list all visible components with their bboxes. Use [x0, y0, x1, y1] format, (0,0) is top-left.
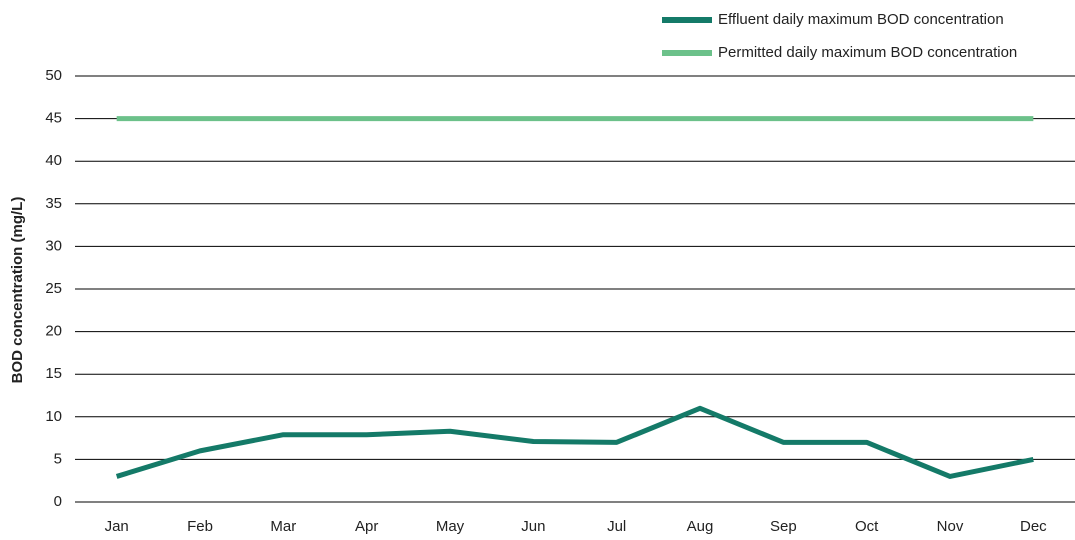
y-tick-label: 10 — [45, 408, 62, 425]
y-tick-label: 40 — [45, 152, 62, 169]
y-tick-label: 25 — [45, 280, 62, 297]
x-tick-label: Aug — [687, 518, 714, 535]
y-tick-label: 5 — [54, 450, 62, 467]
x-tick-label: Jun — [521, 518, 545, 535]
x-tick-label: Jul — [607, 518, 626, 535]
x-tick-label: Dec — [1020, 518, 1047, 535]
y-tick-label: 20 — [45, 323, 62, 340]
x-tick-label: Oct — [855, 518, 879, 535]
data-line — [115, 405, 1034, 479]
x-tick-label: Nov — [937, 518, 964, 535]
y-tick-label: 50 — [45, 67, 62, 84]
x-tick-label: Jan — [105, 518, 129, 535]
x-tick-label: Apr — [355, 518, 378, 535]
x-tick-label: Mar — [270, 518, 296, 535]
x-tick-label: May — [436, 518, 465, 535]
legend-label: Effluent daily maximum BOD concentration — [718, 11, 1004, 28]
legend-label: Permitted daily maximum BOD concentratio… — [718, 44, 1017, 61]
y-tick-label: 0 — [54, 493, 62, 510]
y-tick-label: 30 — [45, 237, 62, 254]
y-tick-label: 45 — [45, 110, 62, 127]
y-tick-label: 15 — [45, 365, 62, 382]
x-tick-label: Feb — [187, 518, 213, 535]
y-axis-label: BOD concentration (mg/L) — [9, 197, 26, 384]
y-tick-label: 35 — [45, 195, 62, 212]
x-tick-label: Sep — [770, 518, 797, 535]
